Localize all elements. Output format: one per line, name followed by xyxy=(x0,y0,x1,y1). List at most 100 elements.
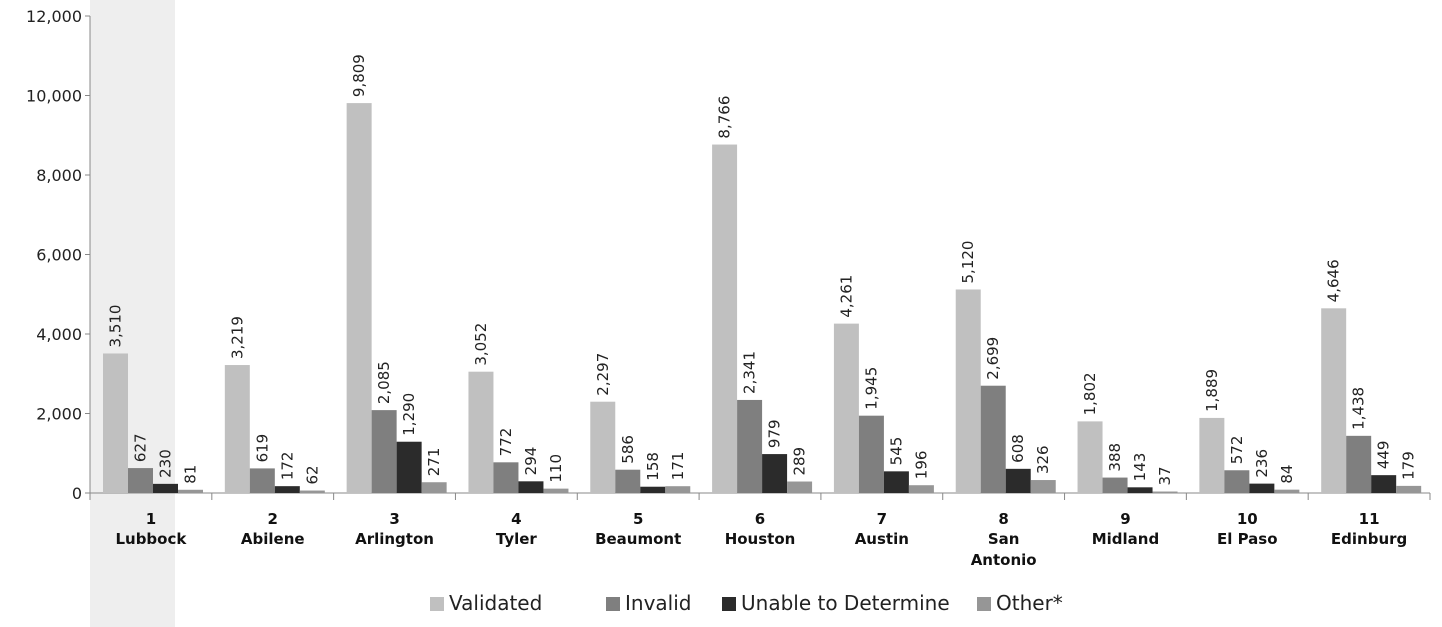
x-tick-label-name: Lubbock xyxy=(115,530,187,548)
data-label: 81 xyxy=(182,465,200,484)
x-tick-label-name: Beaumont xyxy=(595,530,681,548)
y-tick-label: 8,000 xyxy=(36,166,82,185)
bar-unable-to-determine-8 xyxy=(1005,468,1031,493)
bar-invalid-3 xyxy=(371,410,397,493)
data-label: 4,646 xyxy=(1325,259,1343,302)
data-label: 2,341 xyxy=(741,351,759,394)
bar-other-1 xyxy=(178,489,203,493)
bar-other-11 xyxy=(1396,485,1422,493)
x-tick-label-number: 7 xyxy=(877,510,887,528)
x-tick-label-number: 1 xyxy=(146,510,156,528)
bar-invalid-1 xyxy=(128,468,153,493)
data-label: 4,261 xyxy=(837,275,855,318)
data-label: 627 xyxy=(132,433,150,462)
bar-unable-to-determine-6 xyxy=(762,454,788,493)
bar-other-6 xyxy=(787,481,813,493)
bar-other-7 xyxy=(908,485,934,493)
bar-validated-9 xyxy=(1077,421,1103,493)
bar-validated-4 xyxy=(468,371,494,493)
bar-unable-to-determine-2 xyxy=(274,486,300,493)
bar-invalid-6 xyxy=(737,399,763,493)
bar-invalid-2 xyxy=(249,468,275,493)
bar-unable-to-determine-9 xyxy=(1127,487,1153,493)
bar-other-9 xyxy=(1152,491,1178,493)
legend-swatch xyxy=(977,597,991,611)
bar-other-5 xyxy=(665,486,691,493)
data-label: 2,699 xyxy=(984,337,1002,380)
bar-other-2 xyxy=(299,490,325,493)
bar-unable-to-determine-4 xyxy=(518,481,544,493)
x-tick-label-name: Antonio xyxy=(971,551,1037,569)
legend-entry: Validated xyxy=(449,591,542,615)
bar-invalid-9 xyxy=(1102,477,1128,493)
data-label: 8,766 xyxy=(716,96,734,139)
data-label: 9,809 xyxy=(350,54,368,97)
data-label: 5,120 xyxy=(959,241,977,284)
bar-validated-2 xyxy=(224,365,250,493)
data-label: 1,889 xyxy=(1203,369,1221,412)
y-tick-label: 10,000 xyxy=(26,87,82,106)
bar-validated-7 xyxy=(833,323,859,493)
data-label: 2,085 xyxy=(375,361,393,404)
bar-other-3 xyxy=(421,482,447,493)
x-tick-label-name: Arlington xyxy=(355,530,434,548)
legend-swatch xyxy=(606,597,620,611)
bar-unable-to-determine-11 xyxy=(1371,475,1397,493)
data-label: 179 xyxy=(1400,451,1418,480)
x-tick-label-number: 9 xyxy=(1120,510,1130,528)
bar-invalid-7 xyxy=(858,415,884,493)
bar-other-4 xyxy=(543,488,569,493)
bar-invalid-4 xyxy=(493,462,519,493)
data-label: 1,945 xyxy=(862,367,880,410)
data-label: 84 xyxy=(1278,465,1296,484)
bar-invalid-11 xyxy=(1346,435,1372,493)
data-label: 3,219 xyxy=(228,316,246,359)
data-label: 62 xyxy=(303,465,321,484)
x-tick-label-name: San xyxy=(988,530,1020,548)
bar-invalid-8 xyxy=(980,385,1006,493)
data-label: 619 xyxy=(253,434,271,463)
data-label: 158 xyxy=(644,452,662,481)
bar-unable-to-determine-3 xyxy=(396,441,422,493)
data-label: 37 xyxy=(1156,466,1174,485)
legend-entry: Unable to Determine xyxy=(741,591,950,615)
y-tick-label: 4,000 xyxy=(36,325,82,344)
bar-invalid-10 xyxy=(1224,470,1250,493)
x-tick-label-number: 6 xyxy=(755,510,765,528)
x-tick-label-name: Tyler xyxy=(496,530,538,548)
bar-validated-8 xyxy=(955,289,981,493)
data-label: 572 xyxy=(1228,436,1246,465)
data-label: 289 xyxy=(791,447,809,476)
legend-entry: Other* xyxy=(996,591,1063,615)
data-label: 236 xyxy=(1253,449,1271,478)
x-tick-label-number: 8 xyxy=(998,510,1008,528)
legend-entry: Invalid xyxy=(625,591,691,615)
x-tick-label-number: 11 xyxy=(1359,510,1380,528)
bar-unable-to-determine-10 xyxy=(1249,483,1275,493)
data-label: 1,290 xyxy=(400,393,418,436)
bar-unable-to-determine-1 xyxy=(153,483,178,493)
data-label: 1,802 xyxy=(1081,372,1099,415)
x-tick-label-number: 2 xyxy=(268,510,278,528)
data-label: 172 xyxy=(278,452,296,481)
data-label: 143 xyxy=(1131,453,1149,482)
y-tick-label: 2,000 xyxy=(36,405,82,424)
x-tick-label-number: 10 xyxy=(1237,510,1258,528)
data-label: 545 xyxy=(887,437,905,466)
bar-validated-11 xyxy=(1321,308,1347,493)
data-label: 1,438 xyxy=(1350,387,1368,430)
bar-other-10 xyxy=(1274,489,1300,493)
data-label: 110 xyxy=(547,454,565,483)
bar-validated-10 xyxy=(1199,417,1225,493)
bar-validated-6 xyxy=(712,144,738,493)
x-tick-label-name: El Paso xyxy=(1217,530,1278,548)
x-tick-label-name: Austin xyxy=(855,530,909,548)
data-label: 3,052 xyxy=(472,323,490,366)
data-label: 608 xyxy=(1009,434,1027,463)
bar-unable-to-determine-5 xyxy=(640,486,666,493)
x-tick-label-number: 4 xyxy=(511,510,521,528)
data-label: 449 xyxy=(1375,441,1393,470)
y-tick-label: 0 xyxy=(72,484,82,503)
bar-unable-to-determine-7 xyxy=(883,471,909,493)
